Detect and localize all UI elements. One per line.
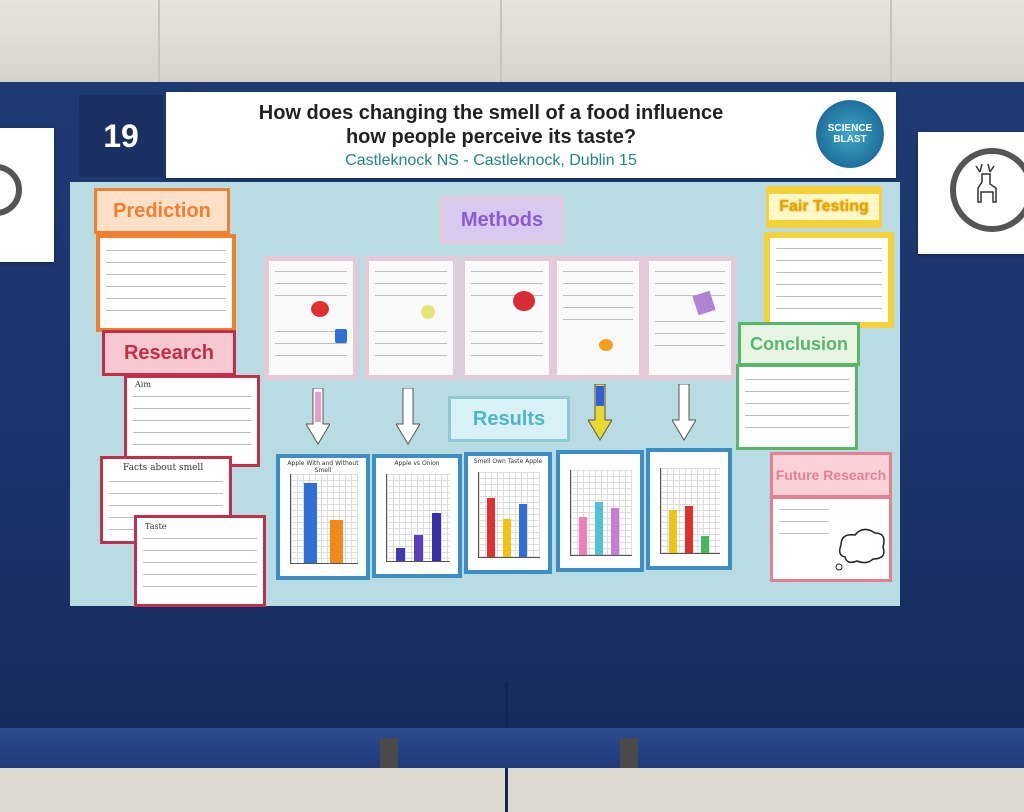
chart-grid [386,474,450,562]
chart-title: Apple vs Onion [394,460,440,467]
chart-bar [487,498,495,557]
chart-bar [701,536,709,553]
school-crest-icon [950,148,1024,232]
wall-panel-line [158,0,160,90]
apple-icon [311,301,329,317]
chart-bar [396,548,405,561]
down-arrow-icon [672,384,696,441]
chart-bar [611,508,619,555]
project-number: 19 [79,95,163,177]
chart-bar [304,483,317,563]
facts-label: Facts about smell [123,463,204,473]
chart-bar [669,510,677,553]
prediction-heading: Prediction [94,188,230,234]
chart-grid [290,474,358,564]
orange-slice-icon [599,339,613,351]
chart-grid [478,472,540,558]
floor-base [0,728,1024,768]
taste-note: Taste [134,515,266,607]
research-aim-note: Aim [124,375,260,467]
research-heading: Research [102,330,236,376]
chart-title: Apple With and Without Smell [287,460,359,474]
back-wall [0,0,1024,90]
down-arrow-icon [306,388,330,445]
chart-grid [570,470,632,556]
cup-icon [335,329,347,343]
method-sheet-onion [364,256,458,380]
down-arrow-icon [588,384,612,441]
fair-testing-label: Fair Testing [769,194,879,220]
prediction-note [96,234,236,332]
chart-bar [432,513,441,561]
methods-heading: Methods [440,196,564,244]
results-heading: Results [448,396,570,442]
down-arrow-icon [396,388,420,445]
conclusion-heading: Conclusion [738,322,860,366]
logo-line-1: SCIENCE [827,123,873,134]
future-research-note [770,496,892,582]
result-chart-1: Apple With and Without Smell [276,454,370,580]
chart-bar [330,520,343,563]
method-sheet-tomato [460,256,554,380]
board-leg [380,738,398,768]
chart-bar [519,504,527,557]
school-name: Castleknock NS - Castleknock, Dublin 15 [345,152,637,169]
chart-bar [414,535,423,561]
chart-title: Smell Own Taste Apple [473,458,543,465]
aim-label: Aim [135,380,151,389]
chart-bar [579,517,587,555]
chart-bar [685,506,693,553]
thought-cloud-icon [835,528,885,571]
chart-grid [660,468,720,554]
right-side-poster [918,132,1024,254]
result-chart-4 [556,450,644,572]
result-chart-3: Smell Own Taste Apple [464,452,552,574]
question-line-2: how people perceive its taste? [345,126,637,148]
method-sheet-orange [552,256,644,380]
method-sheet-apple [264,256,358,380]
taste-label: Taste [145,522,167,531]
left-side-poster [0,128,54,262]
result-chart-5 [646,448,732,570]
fair-testing-heading: Fair Testing [766,186,882,228]
science-blast-logo: SCIENCE BLAST [816,100,884,168]
future-research-heading: Future Research [770,452,892,498]
title-banner: How does changing the smell of a food in… [166,92,896,178]
left-crest-icon [0,164,22,216]
result-chart-2: Apple vs Onion [372,454,462,578]
onion-icon [421,305,435,319]
chart-bar [503,519,511,557]
fair-testing-note [764,232,894,328]
chart-bar [595,502,603,555]
wall-panel-line [500,0,502,90]
conclusion-note [736,364,858,450]
tomato-icon [513,291,535,311]
logo-line-2: BLAST [833,134,867,145]
board-leg [620,738,638,768]
question-line-1: How does changing the smell of a food in… [258,102,724,124]
wall-panel-line [890,0,892,90]
stag-icon [975,163,997,203]
method-sheet-chocolate [644,256,736,380]
